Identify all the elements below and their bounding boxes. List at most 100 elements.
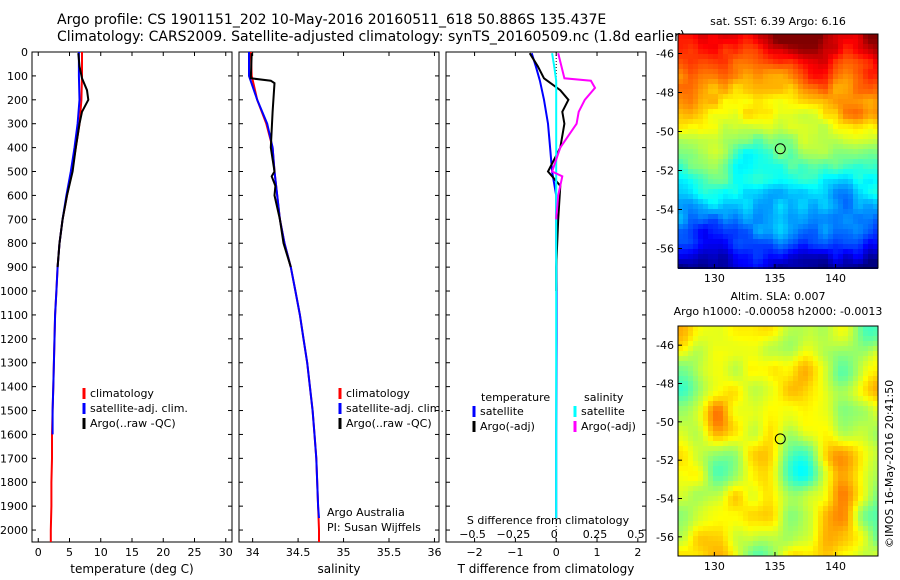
- map-cell: [798, 194, 803, 199]
- map-cell: [823, 346, 828, 351]
- map-cell: [833, 204, 838, 209]
- map-cell: [763, 149, 768, 154]
- x-tick-label: 35: [337, 546, 351, 559]
- map-cell: [758, 174, 763, 179]
- map-cell: [788, 326, 793, 331]
- map-cell: [718, 541, 723, 546]
- map-cell: [748, 356, 753, 361]
- map-cell: [713, 491, 718, 496]
- map-cell: [723, 326, 728, 331]
- map-cell: [808, 34, 813, 39]
- map-cell: [703, 104, 708, 109]
- map-cell: [858, 204, 863, 209]
- map-cell: [773, 219, 778, 224]
- map-cell: [743, 104, 748, 109]
- map-cell: [728, 104, 733, 109]
- map-cell: [733, 254, 738, 259]
- map-cell: [818, 259, 823, 264]
- map-cell: [808, 481, 813, 486]
- map-cell: [718, 441, 723, 446]
- map-cell: [793, 44, 798, 49]
- map-cell: [728, 406, 733, 411]
- x-tick-label: 5: [66, 546, 73, 559]
- map-cell: [773, 516, 778, 521]
- map-cell: [848, 234, 853, 239]
- map-cell: [758, 491, 763, 496]
- map-cell: [728, 219, 733, 224]
- map-cell: [678, 426, 683, 431]
- map-cell: [713, 34, 718, 39]
- map-cell: [693, 336, 698, 341]
- map-cell: [758, 124, 763, 129]
- map-cell: [698, 154, 703, 159]
- map-cell: [723, 431, 728, 436]
- map-cell: [858, 34, 863, 39]
- map-cell: [838, 139, 843, 144]
- map-cell: [833, 391, 838, 396]
- map-cell: [823, 531, 828, 536]
- map-cell: [748, 74, 753, 79]
- map-cell: [738, 506, 743, 511]
- map-cell: [763, 174, 768, 179]
- map-cell: [703, 154, 708, 159]
- map-cell: [873, 89, 878, 94]
- map-cell: [873, 74, 878, 79]
- map-cell: [828, 64, 833, 69]
- map-cell: [763, 199, 768, 204]
- map-cell: [773, 506, 778, 511]
- map-cell: [748, 336, 753, 341]
- map-cell: [813, 531, 818, 536]
- map-cell: [703, 376, 708, 381]
- map-cell: [733, 154, 738, 159]
- map-cell: [823, 541, 828, 546]
- map-cell: [828, 194, 833, 199]
- map-cell: [853, 391, 858, 396]
- map-cell: [848, 89, 853, 94]
- map-cell: [793, 54, 798, 59]
- map-cell: [853, 511, 858, 516]
- map-cell: [798, 466, 803, 471]
- map-cell: [703, 536, 708, 541]
- map-cell: [848, 189, 853, 194]
- map-cell: [823, 546, 828, 551]
- map-cell: [758, 386, 763, 391]
- map-cell: [743, 491, 748, 496]
- map-cell: [753, 69, 758, 74]
- map-cell: [768, 486, 773, 491]
- map-cell: [788, 214, 793, 219]
- map-cell: [693, 501, 698, 506]
- map-cell: [848, 521, 853, 526]
- map-cell: [688, 536, 693, 541]
- map-cell: [693, 104, 698, 109]
- map-cell: [703, 54, 708, 59]
- y-tick-label: 500: [7, 166, 28, 179]
- map-cell: [733, 244, 738, 249]
- map-cell: [758, 331, 763, 336]
- map-cell: [753, 209, 758, 214]
- map-cell: [713, 336, 718, 341]
- map-cell: [733, 491, 738, 496]
- map-cell: [718, 446, 723, 451]
- map-cell: [768, 234, 773, 239]
- map-cell: [778, 326, 783, 331]
- map-cell: [798, 426, 803, 431]
- map-cell: [693, 34, 698, 39]
- map-cell: [858, 476, 863, 481]
- map-cell: [823, 179, 828, 184]
- map-cell: [753, 506, 758, 511]
- map-cell: [753, 74, 758, 79]
- map-cell: [718, 356, 723, 361]
- map-cell: [813, 189, 818, 194]
- map-cell: [753, 264, 758, 269]
- map-cell: [853, 174, 858, 179]
- map-cell: [788, 209, 793, 214]
- map-cell: [788, 401, 793, 406]
- map-cell: [678, 436, 683, 441]
- map-cell: [683, 49, 688, 54]
- map-cell: [728, 396, 733, 401]
- map-cell: [713, 546, 718, 551]
- map-cell: [848, 546, 853, 551]
- map-cell: [683, 511, 688, 516]
- map-cell: [863, 421, 868, 426]
- map-cell: [803, 174, 808, 179]
